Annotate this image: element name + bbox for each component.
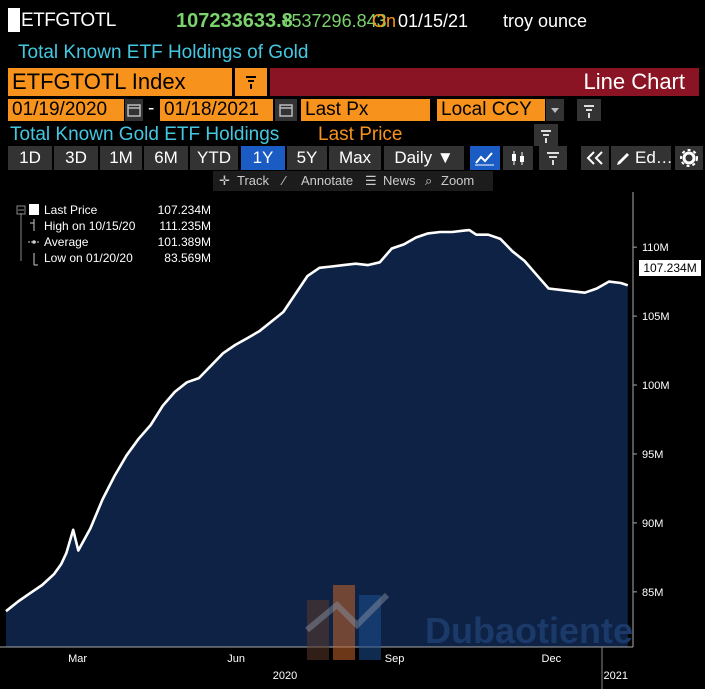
line-chart-icon[interactable] bbox=[470, 146, 500, 170]
year-label: 2020 bbox=[273, 670, 297, 682]
pencil-icon bbox=[617, 153, 629, 165]
y-tick-label: 90M bbox=[642, 518, 663, 530]
period-button-max[interactable]: Max bbox=[329, 146, 381, 170]
filter-icon[interactable] bbox=[577, 99, 601, 121]
currency-select[interactable]: Local CCY bbox=[437, 99, 545, 121]
field-select[interactable]: Last Px bbox=[301, 99, 430, 121]
security-description: Total Known ETF Holdings of Gold bbox=[18, 42, 309, 63]
gear-icon[interactable] bbox=[675, 146, 703, 170]
range-separator: - bbox=[148, 98, 155, 119]
period-toolbar: 1D 3D 1M 6M YTD 1Y 5Y Max Daily ▼ Ed… bbox=[8, 146, 703, 170]
start-date-input[interactable]: 01/19/2020 bbox=[8, 99, 124, 121]
chevron-down-icon[interactable] bbox=[546, 99, 564, 121]
last-value: 107233633.8 bbox=[176, 10, 293, 32]
chart-banner bbox=[270, 68, 699, 96]
legend-item-last: Last Price 107.234M bbox=[13, 203, 213, 219]
period-button-1y[interactable]: 1Y bbox=[241, 146, 285, 170]
filter-icon[interactable] bbox=[539, 146, 567, 170]
legend-label: High on 10/15/20 bbox=[44, 219, 136, 233]
legend-item-average: Average 101.389M bbox=[13, 235, 213, 251]
y-tick-label: 95M bbox=[642, 449, 663, 461]
watermark-text: Dubaotiente bbox=[425, 610, 634, 651]
x-tick-label: Jun bbox=[227, 653, 245, 665]
y-tick-label: 105M bbox=[642, 311, 670, 323]
series-area bbox=[6, 230, 628, 647]
ticker-symbol[interactable]: ETFGTOTL bbox=[21, 10, 116, 31]
period-button-5y[interactable]: 5Y bbox=[287, 146, 327, 170]
legend-value: 111.235M bbox=[159, 219, 211, 233]
security-input[interactable]: ETFGTOTL Index bbox=[8, 68, 232, 96]
edit-button[interactable]: Ed… bbox=[611, 146, 673, 170]
watermark-logo bbox=[305, 585, 390, 660]
period-button-3d[interactable]: 3D bbox=[54, 146, 98, 170]
legend-value: 107.234M bbox=[157, 203, 211, 217]
legend-label: Low on 01/20/20 bbox=[44, 251, 133, 265]
year-label: 2021 bbox=[604, 670, 628, 682]
legend-label: Last Price bbox=[44, 203, 98, 217]
x-tick-label: Mar bbox=[68, 653, 87, 665]
chart-tools: ✛ Track ∕ Annotate ☰ News ⌕ Zoom bbox=[213, 171, 493, 191]
period-button-1d[interactable]: 1D bbox=[8, 146, 52, 170]
track-button[interactable]: Track bbox=[237, 173, 270, 188]
news-button[interactable]: News bbox=[383, 173, 416, 188]
y-tick-label: 110M bbox=[642, 242, 669, 254]
legend-item-low: Low on 01/20/20 83.569M bbox=[13, 251, 213, 267]
collapse-icon[interactable] bbox=[581, 146, 609, 170]
candlestick-icon[interactable] bbox=[503, 146, 533, 170]
period-button-6m[interactable]: 6M bbox=[144, 146, 188, 170]
filter-icon[interactable] bbox=[534, 124, 558, 146]
y-tick-label: 100M bbox=[642, 380, 670, 392]
legend-tree-icon bbox=[16, 204, 40, 266]
y-tick-label: 85M bbox=[642, 587, 663, 599]
series-line bbox=[5, 228, 629, 613]
calendar-icon[interactable] bbox=[275, 99, 297, 121]
unit-label: troy ounce bbox=[503, 11, 588, 31]
pencil-icon: ∕ bbox=[283, 173, 286, 188]
series-field: Last Price bbox=[318, 124, 403, 145]
filter-icon bbox=[246, 76, 256, 89]
x-tick-label: Dec bbox=[542, 653, 562, 665]
last-price-tag: 107.234M bbox=[639, 260, 701, 276]
on-label: On bbox=[372, 11, 397, 31]
news-icon: ☰ bbox=[365, 173, 377, 188]
period-button-ytd[interactable]: YTD bbox=[190, 146, 238, 170]
end-date-input[interactable]: 01/18/2021 bbox=[160, 99, 273, 121]
ticker-cursor bbox=[8, 8, 20, 32]
frequency-dropdown[interactable]: Daily ▼ bbox=[384, 146, 464, 170]
legend-item-high: High on 10/15/20 111.235M bbox=[13, 219, 213, 235]
calendar-icon[interactable] bbox=[125, 99, 143, 121]
zoom-icon: ⌕ bbox=[425, 173, 433, 188]
change-value: +537296.843 bbox=[281, 11, 387, 31]
edit-label: Ed… bbox=[635, 148, 673, 167]
legend-value: 101.389M bbox=[157, 235, 211, 249]
legend-value: 83.569M bbox=[164, 251, 211, 265]
annotate-button[interactable]: Annotate bbox=[301, 173, 354, 188]
chart-legend: Last Price 107.234M High on 10/15/20 111… bbox=[13, 201, 213, 269]
series-title: Total Known Gold ETF Holdings bbox=[10, 124, 280, 145]
zoom-button[interactable]: Zoom bbox=[441, 173, 475, 188]
crosshair-icon: ✛ bbox=[219, 173, 230, 188]
last-date: 01/15/21 bbox=[398, 11, 469, 31]
period-button-1m[interactable]: 1M bbox=[100, 146, 142, 170]
x-tick-label: Sep bbox=[385, 653, 405, 665]
security-dropdown[interactable] bbox=[235, 68, 267, 96]
chart-type-label[interactable]: Line Chart bbox=[583, 69, 685, 94]
legend-label: Average bbox=[44, 235, 89, 249]
